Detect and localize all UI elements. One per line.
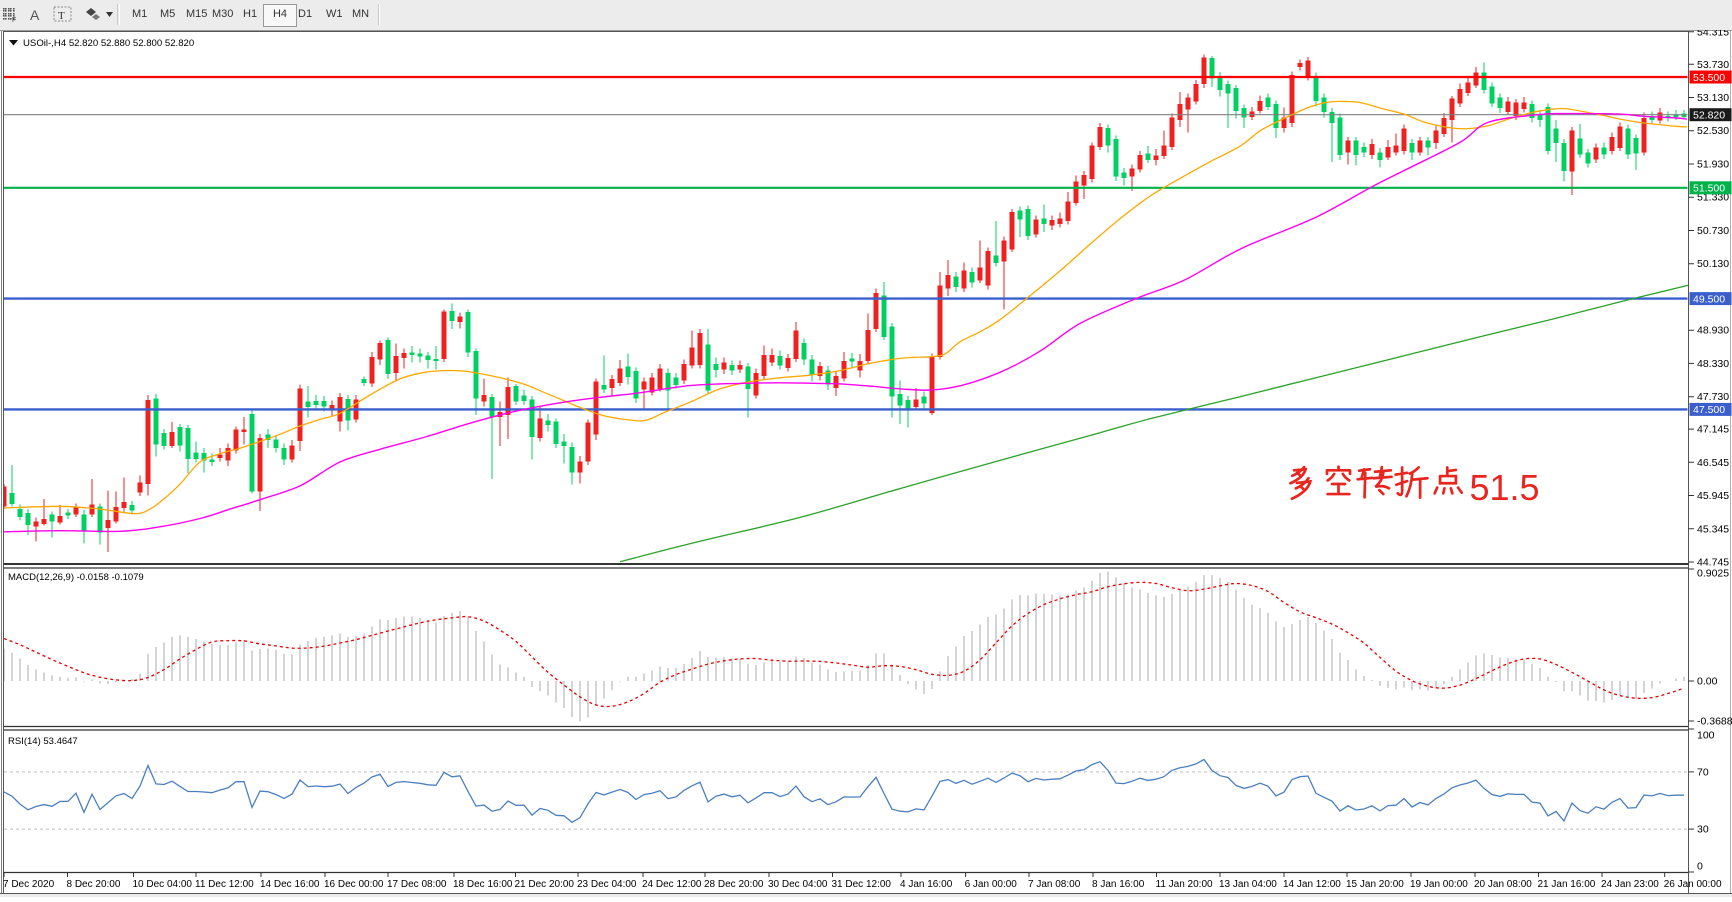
svg-text:50.130: 50.130 (1697, 258, 1729, 270)
svg-text:49.500: 49.500 (1693, 293, 1725, 305)
svg-text:19 Jan 00:00: 19 Jan 00:00 (1410, 879, 1468, 890)
svg-text:11 Dec 12:00: 11 Dec 12:00 (195, 879, 254, 890)
svg-text:31 Dec 12:00: 31 Dec 12:00 (832, 879, 892, 890)
svg-text:F: F (12, 17, 16, 24)
svg-text:-0.3688: -0.3688 (1697, 716, 1732, 728)
svg-text:51.5: 51.5 (1470, 467, 1540, 508)
svg-text:51.500: 51.500 (1693, 183, 1725, 195)
svg-text:51.930: 51.930 (1697, 159, 1729, 171)
svg-text:T: T (58, 10, 65, 22)
svg-text:21 Dec 20:00: 21 Dec 20:00 (515, 879, 575, 890)
svg-text:23 Dec 04:00: 23 Dec 04:00 (577, 879, 637, 890)
svg-text:24 Jan 23:00: 24 Jan 23:00 (1601, 879, 1659, 890)
svg-text:53.130: 53.130 (1697, 92, 1729, 104)
svg-text:47.730: 47.730 (1697, 391, 1729, 403)
svg-text:53.500: 53.500 (1693, 72, 1725, 84)
svg-text:13 Jan 04:00: 13 Jan 04:00 (1219, 879, 1277, 890)
svg-text:50.730: 50.730 (1697, 225, 1729, 237)
svg-text:0.00: 0.00 (1697, 676, 1718, 688)
svg-text:45.945: 45.945 (1697, 490, 1729, 502)
svg-text:52.820: 52.820 (1693, 110, 1725, 122)
svg-text:24 Dec 12:00: 24 Dec 12:00 (642, 879, 702, 890)
svg-text:70: 70 (1697, 766, 1709, 778)
svg-text:A: A (30, 7, 40, 23)
svg-text:18 Dec 16:00: 18 Dec 16:00 (453, 879, 513, 890)
svg-text:44.745: 44.745 (1697, 557, 1729, 569)
svg-text:14 Jan 12:00: 14 Jan 12:00 (1283, 879, 1341, 890)
svg-text:USOil-,H4 52.820 52.880 52.80: USOil-,H4 52.820 52.880 52.800 52.820 (23, 38, 194, 49)
svg-text:11 Jan 20:00: 11 Jan 20:00 (1156, 879, 1214, 890)
svg-text:51.330: 51.330 (1697, 192, 1729, 204)
svg-text:16 Dec 00:00: 16 Dec 00:00 (324, 879, 384, 890)
svg-text:48.330: 48.330 (1697, 358, 1729, 370)
svg-text:10 Dec 04:00: 10 Dec 04:00 (133, 879, 193, 890)
svg-text:30 Dec 04:00: 30 Dec 04:00 (768, 879, 828, 890)
svg-text:46.545: 46.545 (1697, 457, 1729, 469)
svg-text:100: 100 (1697, 730, 1715, 742)
svg-text:15 Jan 20:00: 15 Jan 20:00 (1346, 879, 1404, 890)
svg-text:48.930: 48.930 (1697, 325, 1729, 337)
svg-text:14 Dec 16:00: 14 Dec 16:00 (260, 879, 320, 890)
svg-text:6 Jan 00:00: 6 Jan 00:00 (965, 879, 1018, 890)
svg-text:47.500: 47.500 (1693, 404, 1725, 416)
svg-text:7 Dec 2020: 7 Dec 2020 (3, 879, 55, 890)
svg-text:0.9025: 0.9025 (1697, 568, 1729, 580)
svg-text:4 Jan 16:00: 4 Jan 16:00 (900, 879, 953, 890)
svg-text:53.730: 53.730 (1697, 59, 1729, 71)
svg-text:20 Jan 08:00: 20 Jan 08:00 (1474, 879, 1532, 890)
svg-text:47.145: 47.145 (1697, 424, 1729, 436)
svg-text:8 Jan 16:00: 8 Jan 16:00 (1092, 879, 1145, 890)
svg-text:52.530: 52.530 (1697, 125, 1729, 137)
svg-text:17 Dec 08:00: 17 Dec 08:00 (387, 879, 447, 890)
svg-text:7 Jan 08:00: 7 Jan 08:00 (1028, 879, 1081, 890)
svg-text:8 Dec 20:00: 8 Dec 20:00 (67, 879, 121, 890)
svg-text:30: 30 (1697, 824, 1709, 836)
svg-text:21 Jan 16:00: 21 Jan 16:00 (1538, 879, 1596, 890)
svg-text:RSI(14) 53.4647: RSI(14) 53.4647 (8, 736, 78, 747)
svg-text:45.345: 45.345 (1697, 523, 1729, 535)
svg-text:28 Dec 20:00: 28 Dec 20:00 (704, 879, 764, 890)
svg-text:26 Jan 00:00: 26 Jan 00:00 (1664, 879, 1722, 890)
svg-text:MACD(12,26,9) -0.0158 -0.1079: MACD(12,26,9) -0.0158 -0.1079 (8, 572, 144, 583)
svg-text:0: 0 (1697, 861, 1703, 873)
